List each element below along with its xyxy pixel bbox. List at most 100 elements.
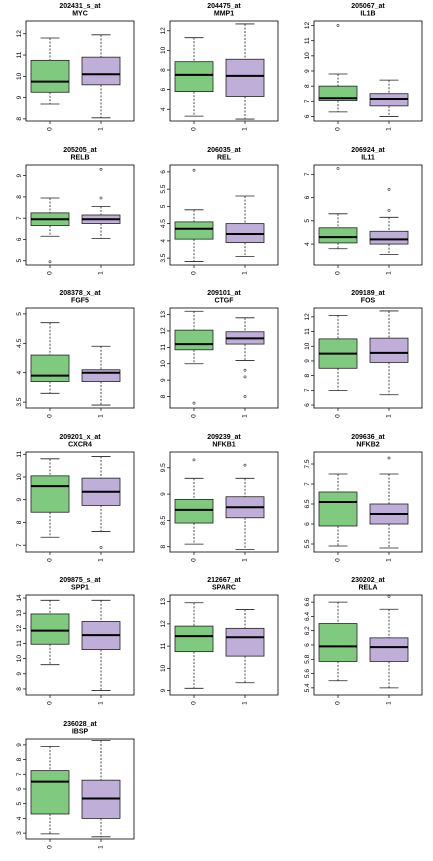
y-tick-label: 8 — [16, 757, 23, 761]
y-tick-label: 10 — [304, 342, 311, 350]
y-tick-label: 5 — [304, 218, 311, 222]
box-group-1 — [81, 599, 121, 691]
y-tick-label: 8 — [16, 520, 23, 524]
box-group-0 — [30, 457, 70, 538]
y-tick-label: 8 — [16, 117, 23, 121]
plot-frame — [169, 594, 279, 696]
y-tick-label: 9 — [304, 359, 311, 363]
gene-symbol: IBSP — [72, 728, 89, 735]
box-group-1 — [81, 34, 121, 119]
y-tick-label: 11 — [160, 642, 167, 649]
y-tick-label: 4 — [16, 371, 23, 375]
y-tick-label: 6.2 — [304, 626, 311, 635]
outlier-point — [387, 595, 391, 598]
y-tick-label: 7 — [16, 772, 23, 776]
box — [318, 85, 358, 101]
outlier-point — [243, 368, 247, 372]
outlier-point — [243, 375, 247, 379]
box — [30, 59, 70, 93]
y-tick-label: 12 — [304, 313, 311, 321]
y-tick-label: 9 — [16, 672, 23, 676]
gene-symbol: CTGF — [214, 298, 234, 305]
probe-id: 236028_at — [63, 721, 97, 728]
y-tick-label: 12 — [160, 327, 167, 335]
y-tick-label: 6 — [160, 87, 167, 91]
x-tick-label: 0 — [47, 414, 54, 418]
box-group-0 — [30, 197, 70, 263]
x-tick-label: 1 — [386, 127, 393, 131]
y-tick-label: 11 — [16, 640, 23, 647]
y-tick-label: 5.5 — [304, 539, 311, 548]
plot-frame — [313, 164, 423, 265]
box-group-1 — [225, 463, 265, 550]
x-tick-label: 1 — [386, 557, 393, 561]
x-tick-label: 1 — [98, 127, 105, 131]
probe-id: 205205_at — [63, 147, 97, 154]
outlier-point — [243, 395, 247, 398]
box — [30, 613, 70, 645]
x-tick-label: 0 — [47, 844, 54, 848]
box-group-0 — [318, 166, 358, 249]
gene-symbol: RELB — [70, 154, 89, 161]
gene-symbol: RELA — [358, 585, 377, 592]
box — [81, 56, 121, 86]
x-tick-label: 0 — [191, 414, 198, 418]
y-tick-label: 10 — [160, 360, 167, 368]
box — [225, 627, 265, 657]
box-group-1 — [369, 187, 409, 255]
y-tick-label: 13 — [16, 609, 23, 617]
box — [30, 474, 70, 513]
probe-id: 206035_at — [207, 147, 241, 154]
probe-id: 230202_at — [351, 577, 385, 584]
box-group-0 — [30, 599, 70, 666]
x-tick-label: 1 — [98, 844, 105, 848]
y-tick-label: 14 — [16, 594, 23, 602]
y-tick-label: 6 — [304, 195, 311, 199]
y-tick-label: 8.5 — [160, 515, 167, 524]
y-tick-label: 11 — [304, 328, 311, 335]
box-group-0 — [174, 602, 214, 689]
x-tick-label: 0 — [335, 414, 342, 418]
x-tick-label: 0 — [191, 127, 198, 131]
box-group-0 — [174, 37, 214, 117]
y-tick-label: 4.5 — [160, 218, 167, 227]
y-tick-label: 4 — [160, 238, 167, 242]
x-tick-label: 1 — [242, 414, 249, 418]
y-tick-label: 8 — [304, 373, 311, 377]
box — [174, 498, 214, 523]
x-tick-label: 1 — [98, 557, 105, 561]
outlier-point — [387, 456, 391, 459]
y-tick-label: 5 — [16, 801, 23, 805]
gene-symbol: CXCR4 — [68, 441, 92, 448]
y-tick-label: 4 — [304, 241, 311, 245]
x-tick-label: 1 — [242, 557, 249, 561]
y-tick-label: 4.5 — [16, 338, 23, 347]
y-tick-label: 6 — [304, 403, 311, 407]
probe-id: 204475_at — [207, 3, 241, 10]
box — [30, 354, 70, 382]
outlier-point — [99, 545, 103, 549]
x-tick-label: 0 — [335, 127, 342, 131]
x-tick-label: 1 — [242, 270, 249, 274]
y-tick-label: 9 — [160, 491, 167, 495]
y-tick-label: 8 — [16, 194, 23, 198]
probe-id: 209636_at — [351, 434, 385, 441]
y-tick-label: 11 — [16, 450, 23, 457]
plot-frame — [313, 451, 423, 552]
gene-symbol: FOS — [361, 298, 376, 305]
plot-frame — [25, 164, 135, 265]
y-tick-label: 6 — [304, 114, 311, 118]
y-tick-label: 7 — [304, 172, 311, 176]
box-group-1 — [225, 23, 265, 120]
box-group-1 — [369, 456, 409, 548]
